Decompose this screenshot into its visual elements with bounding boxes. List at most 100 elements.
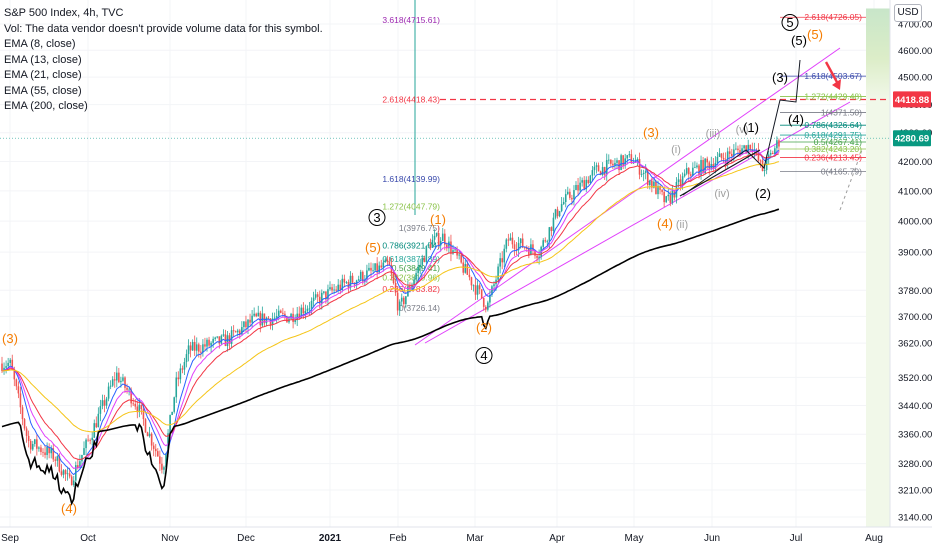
symbol-title[interactable]: S&P 500 Index, 4h, TVC <box>4 7 124 19</box>
fib-level-label: 1.272(4429.48) <box>804 91 862 101</box>
candle-body <box>546 241 549 243</box>
candle-body <box>749 144 752 150</box>
candle-body <box>243 321 245 328</box>
candle-body <box>300 307 303 319</box>
y-tick-label: 3900.00 <box>898 248 932 259</box>
candle-body <box>36 439 38 449</box>
candle-body <box>390 264 393 274</box>
ema-55-legend[interactable]: EMA (55, close) <box>4 84 82 97</box>
candle-body <box>34 439 36 445</box>
candle-body <box>277 310 280 316</box>
candle-body <box>507 239 510 241</box>
candle-body <box>198 344 200 352</box>
candle-body <box>774 148 776 155</box>
candle-body <box>454 249 456 251</box>
candle-body <box>120 380 122 383</box>
candle-body <box>753 149 756 152</box>
candle-body <box>105 398 108 406</box>
candle-body <box>452 250 454 254</box>
candle-body <box>81 454 83 462</box>
candle-body <box>482 298 485 307</box>
candle-body <box>101 400 104 407</box>
candle-body <box>493 284 495 287</box>
candle-body <box>716 156 719 163</box>
candle-body <box>523 247 526 249</box>
wave-label: (ii) <box>676 219 688 231</box>
x-tick-label: Dec <box>237 533 255 544</box>
ema-13-legend[interactable]: EMA (13, close) <box>4 53 82 66</box>
volume-note: Vol: The data vendor doesn't provide vol… <box>4 22 323 35</box>
price-tag <box>893 130 931 147</box>
candle-body <box>46 446 48 456</box>
candle-body <box>400 297 403 302</box>
wave-projection-path <box>682 59 801 196</box>
channel-upper-line <box>414 47 841 346</box>
fib-level-label: 0.5(4267.41) <box>814 137 862 147</box>
candle-body <box>431 239 434 248</box>
candle-body <box>526 247 528 250</box>
candle-body <box>468 274 471 278</box>
candle-body <box>439 240 442 246</box>
candle-body <box>417 266 419 274</box>
ema-21-legend[interactable]: EMA (21, close) <box>4 69 82 81</box>
candle-body <box>503 248 506 263</box>
candle-body <box>27 435 30 441</box>
candle-body <box>64 470 67 475</box>
projection-dashed-line <box>839 149 863 211</box>
candle-body <box>437 233 440 246</box>
wave-label: (1) <box>743 120 759 135</box>
candle-body <box>236 330 239 333</box>
candle-body <box>464 264 467 273</box>
candle-body <box>632 162 635 164</box>
candle-body <box>7 362 9 367</box>
currency-button[interactable]: USD <box>894 4 922 22</box>
candle-body <box>616 160 618 163</box>
candle-body <box>11 359 14 371</box>
fib-level-label: 0.786(4326.64) <box>804 120 862 130</box>
candle-body <box>653 181 655 188</box>
time-axis: Sep Oct Nov Dec 2021 Feb Mar Apr May Jun Jul Aug <box>0 526 932 544</box>
candle-body <box>423 257 426 263</box>
candle-body <box>204 344 206 347</box>
candle-body <box>767 154 770 158</box>
ema-200-legend[interactable]: EMA (200, close) <box>4 100 88 112</box>
candle-body <box>228 335 231 344</box>
candle-body <box>13 370 16 380</box>
candle-body <box>649 180 651 186</box>
candle-body <box>183 362 186 370</box>
candle-body <box>550 227 553 231</box>
x-tick-label: Sep <box>1 533 19 544</box>
candle-body <box>659 185 661 190</box>
candle-body <box>575 184 577 191</box>
candle-body <box>77 465 79 468</box>
wave-label: (5) <box>365 240 381 255</box>
chart-legend: S&P 500 Index, 4h, TVC Vol: The data ven… <box>4 6 323 115</box>
wave-label: (3) <box>643 125 659 140</box>
candle-body <box>175 377 178 398</box>
candle-body <box>333 289 335 291</box>
candle-body <box>542 240 544 247</box>
y-tick-label: 3140.00 <box>898 513 932 524</box>
candle-body <box>72 480 75 486</box>
candle-body <box>560 204 563 212</box>
candle-body <box>642 172 645 175</box>
grid <box>0 0 890 528</box>
candle-body <box>249 319 251 323</box>
candle-body <box>745 145 747 153</box>
candle-body <box>564 194 567 203</box>
candle-body <box>567 191 569 195</box>
candle-body <box>661 189 663 192</box>
candle-body <box>476 285 479 295</box>
candle-body <box>614 162 616 166</box>
candle-body <box>433 235 436 240</box>
candle-body <box>747 144 749 153</box>
ema-line-55 <box>1 161 780 433</box>
candle-body <box>87 439 89 441</box>
candle-body <box>487 302 489 310</box>
candle-body <box>651 180 653 188</box>
candle-body <box>130 389 132 404</box>
candle-body <box>347 282 350 288</box>
ema-8-legend[interactable]: EMA (8, close) <box>4 38 76 50</box>
candle-body <box>478 285 481 290</box>
